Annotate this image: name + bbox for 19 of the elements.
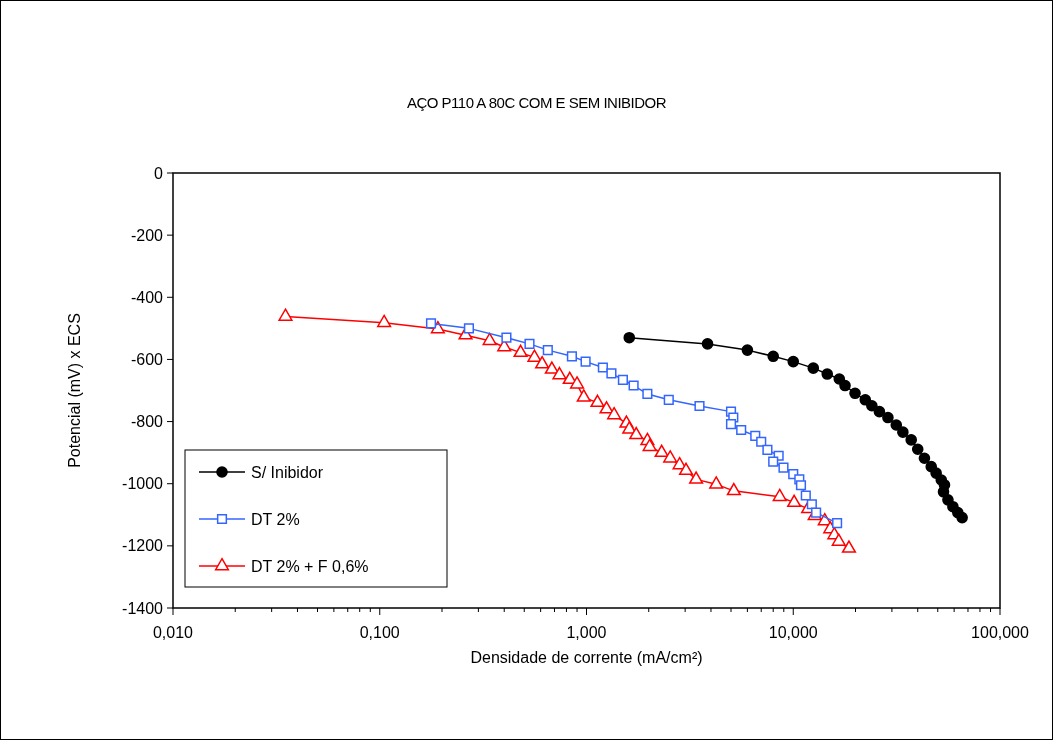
x-tick-label: 0,010 [152,624,194,641]
y-tick-label: -1400 [122,599,164,617]
y-tick-label: -600 [130,351,164,369]
y-tick-label: -800 [130,413,164,431]
y-tick-label: -1000 [122,475,164,493]
y-tick-label: -1200 [122,537,164,555]
x-tick-label: 100,000 [971,624,1030,641]
chart-title: AÇO P110 A 80C COM E SEM INIBIDOR [406,94,667,111]
legend-label: DT 2% + F 0,6% [251,557,369,575]
y-tick-label: 0 [154,164,164,182]
y-tick-label: -200 [130,226,164,244]
legend-label: S/ Inibidor [251,463,324,481]
x-tick-label: 10,000 [768,624,818,641]
x-tick-label: 0,100 [359,624,400,641]
x-axis-title: Densidade de corrente (mA/cm²) [470,649,703,666]
y-tick-label: -400 [130,288,164,306]
y-axis-title: Potencial (mV) x ECS [66,313,83,468]
legend-label: DT 2% [251,510,300,528]
x-tick-label: 1,000 [566,624,607,641]
